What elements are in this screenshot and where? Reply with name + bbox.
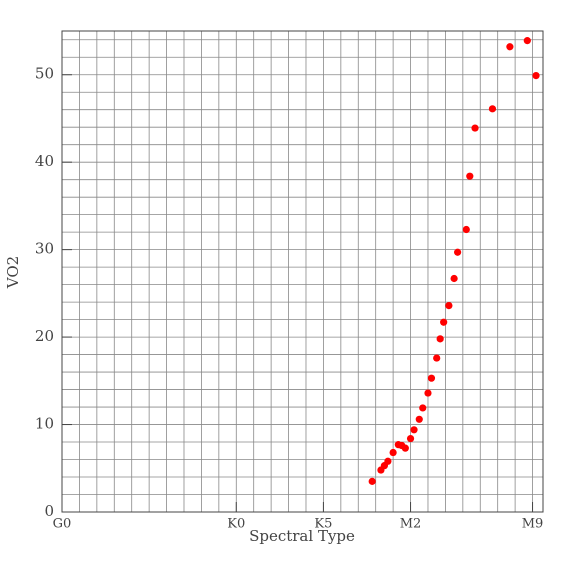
y-axis-label: VO2 [4, 256, 22, 289]
point [368, 477, 376, 485]
point [415, 415, 423, 423]
x-tick-label: K5 [314, 517, 332, 532]
x-tick-label: K0 [227, 517, 245, 532]
point [389, 448, 397, 457]
point [440, 318, 448, 326]
y-tick-label: 40 [35, 152, 54, 170]
point [384, 457, 392, 465]
plot-frame [61, 30, 544, 513]
x-tick-label: G0 [53, 517, 72, 532]
point [406, 434, 415, 443]
point [506, 43, 514, 51]
point [462, 225, 470, 234]
x-tick-label: M2 [400, 517, 422, 532]
y-tick-label: 0 [44, 502, 54, 520]
y-tick-label: 20 [35, 327, 54, 345]
point [523, 37, 531, 45]
x-tick-label: M9 [522, 517, 544, 532]
point [445, 302, 453, 310]
y-tick-label: 50 [35, 65, 54, 83]
point [466, 172, 474, 180]
point [401, 444, 409, 452]
point [436, 335, 444, 343]
point [427, 374, 436, 382]
point [471, 124, 479, 132]
point [419, 404, 427, 412]
y-tick-label: 30 [35, 240, 54, 258]
point [454, 248, 462, 256]
point [424, 389, 432, 397]
point [433, 354, 441, 362]
y-tick-label: 10 [35, 415, 54, 433]
point [532, 72, 540, 80]
x-axis-label: Spectral Type [249, 527, 355, 545]
point [450, 274, 458, 283]
point [488, 105, 497, 113]
point [410, 426, 418, 434]
